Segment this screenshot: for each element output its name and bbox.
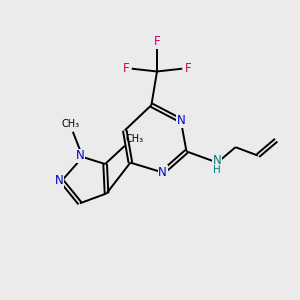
- Text: F: F: [154, 35, 160, 48]
- Text: F: F: [123, 62, 130, 75]
- Text: CH₃: CH₃: [125, 134, 144, 144]
- Text: F: F: [184, 62, 191, 75]
- Text: H: H: [213, 166, 221, 176]
- Text: N: N: [55, 174, 63, 187]
- Text: CH₃: CH₃: [61, 119, 79, 129]
- Text: N: N: [158, 166, 167, 179]
- Text: N: N: [213, 154, 222, 167]
- Text: N: N: [76, 149, 84, 162]
- Text: N: N: [176, 114, 185, 127]
